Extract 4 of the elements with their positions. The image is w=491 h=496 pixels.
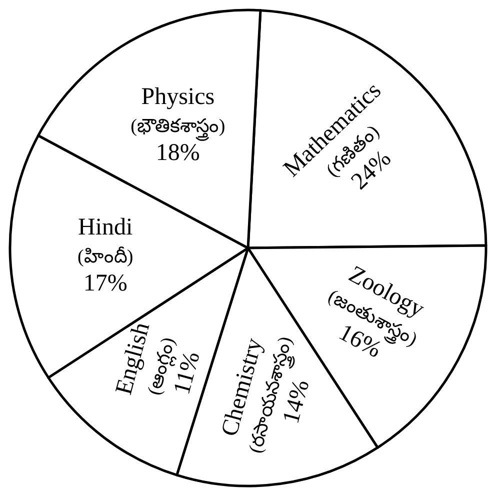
slice-label: Physics (భౌతికశాస్త్రం): [130, 84, 226, 141]
data-label: 18%: [156, 140, 200, 166]
slice-label: Hindi (హిందీ): [77, 214, 134, 268]
data-label: 17%: [83, 270, 128, 296]
